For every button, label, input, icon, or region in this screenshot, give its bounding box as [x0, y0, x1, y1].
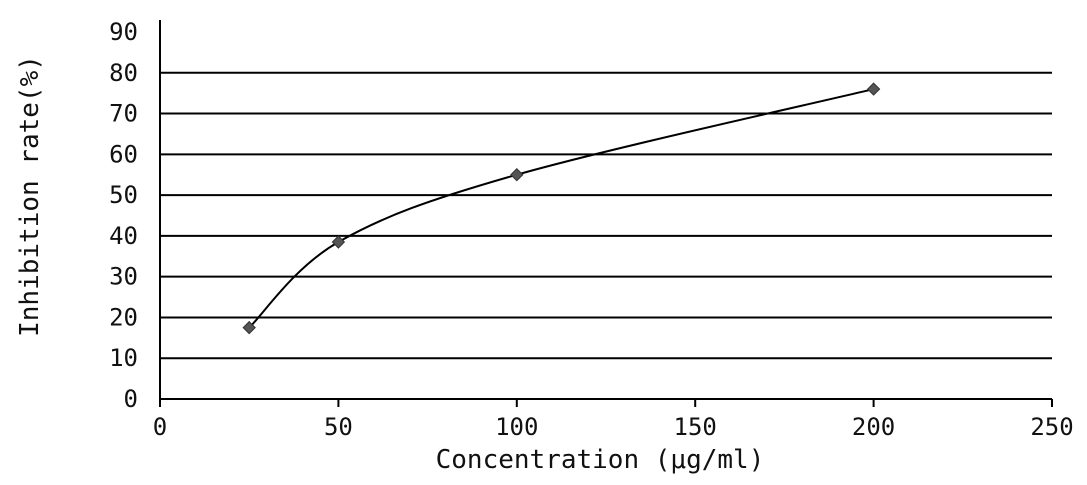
- x-tick-label: 250: [1030, 413, 1073, 441]
- data-point: [331, 235, 346, 249]
- y-tick-label: 50: [109, 181, 138, 209]
- x-tick-label: 0: [153, 413, 167, 441]
- data-point: [510, 168, 524, 182]
- x-tick-label: 200: [852, 413, 895, 441]
- axes: [159, 20, 1052, 400]
- y-tick-label: 90: [109, 18, 138, 46]
- y-axis-title: Inhibition rate(%): [15, 55, 45, 337]
- y-tick-label: 70: [109, 100, 138, 128]
- x-axis-title: Concentration (μg/ml): [436, 445, 765, 475]
- y-tick-label: 60: [109, 140, 138, 168]
- x-tick-label: 150: [674, 413, 717, 441]
- y-tick-label: 40: [109, 222, 138, 250]
- y-tick-label: 10: [109, 344, 138, 372]
- grid-lines: [160, 71, 1052, 360]
- data-point: [866, 82, 881, 96]
- y-tick-label: 0: [124, 385, 138, 413]
- data-point: [242, 320, 256, 335]
- x-tick-label: 50: [324, 413, 353, 441]
- x-axis-ticks: 0 50 100 150 200 250: [153, 399, 1074, 441]
- series: [242, 82, 881, 335]
- y-tick-label: 20: [109, 303, 138, 331]
- y-tick-label: 80: [109, 59, 138, 87]
- y-axis-ticks: 0 10 20 30 40 50 60 70 80 90: [109, 18, 138, 413]
- x-tick-label: 100: [495, 413, 538, 441]
- y-tick-label: 30: [109, 263, 138, 291]
- series-line: [248, 88, 874, 329]
